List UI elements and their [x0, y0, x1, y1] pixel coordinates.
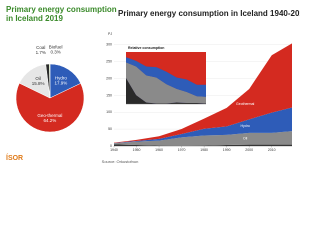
pie-slice	[15, 82, 85, 133]
x-tick-label: 1960	[155, 148, 163, 152]
y-tick-label: 50	[108, 127, 112, 131]
y-tick-label: 100	[106, 110, 112, 114]
x-tick-label: 2010	[268, 148, 276, 152]
slice-label: Oil	[35, 76, 41, 81]
y-tick-label: 300	[106, 43, 112, 47]
series-label: Hydro	[241, 124, 250, 128]
area	[114, 144, 292, 146]
x-tick-label: 2000	[245, 148, 253, 152]
area	[126, 62, 206, 104]
slide: ÍSOR Source: Orkustofnun Primary energy …	[6, 5, 300, 165]
slice-value: 15.8%	[32, 81, 45, 86]
x-tick-label: 1990	[223, 148, 231, 152]
x-tick-label: 1970	[178, 148, 186, 152]
slice-value: 1.7%	[36, 50, 46, 55]
slice-value: 17.9%	[55, 80, 68, 85]
y-tick-label: 200	[106, 76, 112, 80]
y-tick-label: 150	[106, 93, 112, 97]
chart-title: Relative consumption	[128, 46, 164, 50]
y-tick-label: 0	[110, 144, 112, 148]
x-tick-label: 1940	[110, 148, 118, 152]
slice-label: Hydro	[55, 75, 68, 80]
slice-label: Coal	[36, 45, 45, 50]
x-tick-label: 1950	[133, 148, 141, 152]
y-tick-label: 250	[106, 60, 112, 64]
area	[114, 43, 292, 143]
chart-title: Primary energy consumption in Iceland 19…	[118, 9, 300, 18]
logo: ÍSOR	[6, 153, 23, 162]
x-tick-label: 1980	[200, 148, 208, 152]
y-axis-label: PJ	[108, 32, 112, 36]
slice-value: 0.3%	[50, 50, 60, 55]
series-label: Geothermal	[236, 102, 255, 106]
pie-slice	[49, 63, 51, 99]
area	[126, 78, 206, 104]
area	[114, 131, 292, 146]
area	[114, 107, 292, 144]
slice-label: Biofuel	[49, 45, 63, 50]
slice-value: 64.2%	[44, 118, 57, 123]
chart-title: Primary energy consumption in Iceland 201…	[6, 5, 117, 23]
series-label: Oil	[243, 137, 248, 141]
slice-label: Geo-thermal	[37, 113, 62, 118]
area	[126, 57, 206, 97]
source: Source: Orkustofnun	[102, 159, 139, 164]
area	[126, 52, 206, 85]
